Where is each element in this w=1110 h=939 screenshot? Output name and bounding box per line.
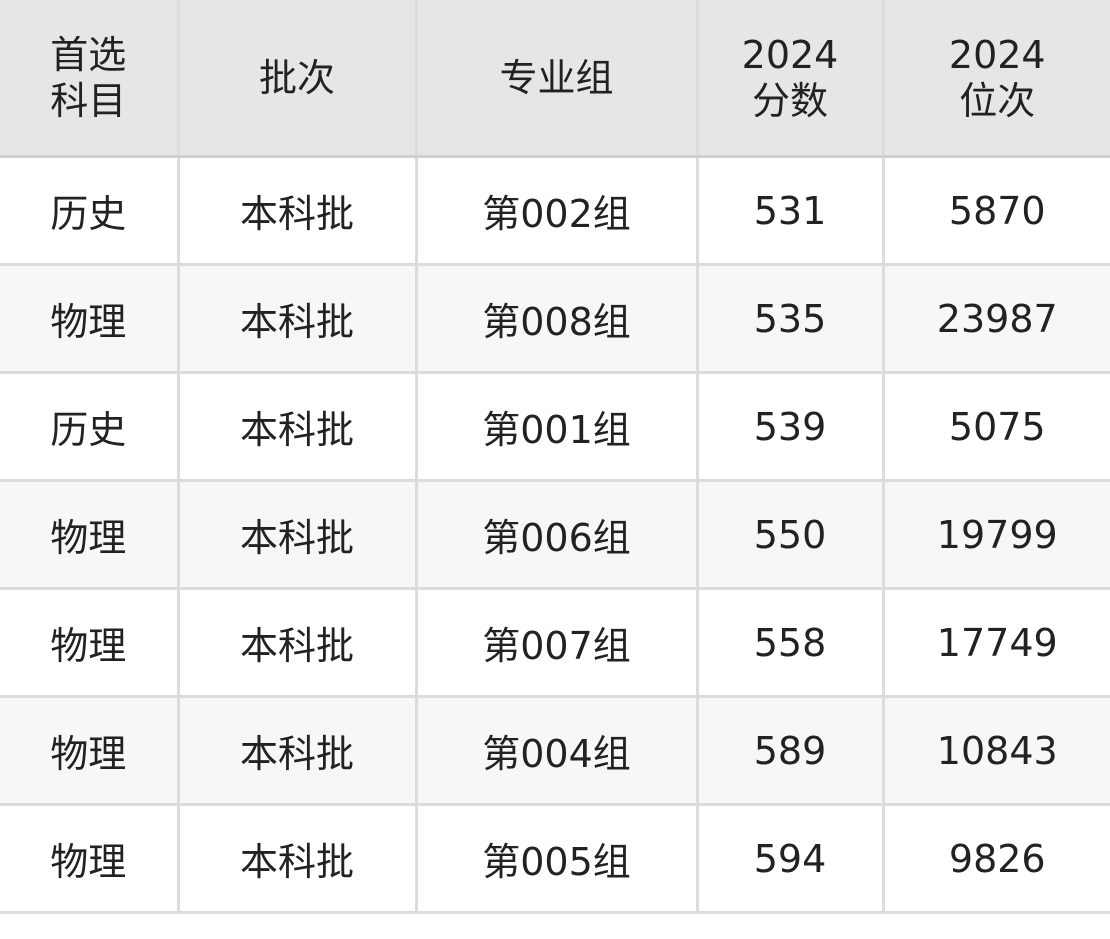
cell-subject: 物理	[0, 695, 180, 806]
header-row: 首选 科目 批次 专业组 2024 分数 2024 位次	[0, 0, 1110, 158]
cell-batch: 本科批	[176, 695, 418, 806]
header-rank: 2024 位次	[881, 0, 1110, 158]
header-group: 专业组	[414, 0, 699, 158]
cell-score: 531	[695, 155, 885, 266]
cell-score: 558	[695, 587, 885, 698]
header-line: 科目	[50, 78, 127, 123]
table-row: 物理 本科批 第005组 594 9826	[0, 803, 1110, 914]
header-line: 位次	[959, 78, 1036, 123]
cell-rank: 5075	[881, 371, 1110, 482]
table-row: 物理 本科批 第008组 535 23987	[0, 263, 1110, 374]
cell-subject: 物理	[0, 263, 180, 374]
header-subject: 首选 科目	[0, 0, 180, 158]
cell-group: 第008组	[414, 263, 699, 374]
cell-group: 第007组	[414, 587, 699, 698]
table-row: 历史 本科批 第001组 539 5075	[0, 371, 1110, 482]
cell-batch: 本科批	[176, 155, 418, 266]
cell-score: 535	[695, 263, 885, 374]
cell-subject: 物理	[0, 587, 180, 698]
cell-score: 539	[695, 371, 885, 482]
header-batch: 批次	[176, 0, 418, 158]
cell-rank: 10843	[881, 695, 1110, 806]
header-line: 2024	[741, 32, 839, 77]
score-table: 首选 科目 批次 专业组 2024 分数 2024 位次 历史 本科批 第002组 531 5870 物…	[0, 0, 1110, 914]
table-body: 历史 本科批 第002组 531 5870 物理 本科批 第008组 535 23987 历史 本科批…	[0, 155, 1110, 914]
table-row: 物理 本科批 第007组 558 17749	[0, 587, 1110, 698]
cell-score: 594	[695, 803, 885, 914]
cell-group: 第006组	[414, 479, 699, 590]
cell-batch: 本科批	[176, 587, 418, 698]
header-line: 首选	[50, 32, 127, 77]
header-score: 2024 分数	[695, 0, 885, 158]
cell-score: 550	[695, 479, 885, 590]
cell-group: 第001组	[414, 371, 699, 482]
header-line: 分数	[751, 78, 828, 123]
header-line: 批次	[258, 55, 335, 100]
cell-batch: 本科批	[176, 803, 418, 914]
header-line: 专业组	[499, 55, 614, 100]
cell-rank: 17749	[881, 587, 1110, 698]
table-row: 历史 本科批 第002组 531 5870	[0, 155, 1110, 266]
cell-batch: 本科批	[176, 479, 418, 590]
cell-subject: 物理	[0, 803, 180, 914]
cell-rank: 9826	[881, 803, 1110, 914]
table-row: 物理 本科批 第006组 550 19799	[0, 479, 1110, 590]
cell-rank: 19799	[881, 479, 1110, 590]
cell-score: 589	[695, 695, 885, 806]
cell-subject: 历史	[0, 371, 180, 482]
cell-batch: 本科批	[176, 263, 418, 374]
cell-batch: 本科批	[176, 371, 418, 482]
cell-group: 第005组	[414, 803, 699, 914]
header-line: 2024	[948, 32, 1046, 77]
cell-subject: 历史	[0, 155, 180, 266]
cell-subject: 物理	[0, 479, 180, 590]
cell-rank: 23987	[881, 263, 1110, 374]
table-row: 物理 本科批 第004组 589 10843	[0, 695, 1110, 806]
cell-rank: 5870	[881, 155, 1110, 266]
cell-group: 第002组	[414, 155, 699, 266]
cell-group: 第004组	[414, 695, 699, 806]
